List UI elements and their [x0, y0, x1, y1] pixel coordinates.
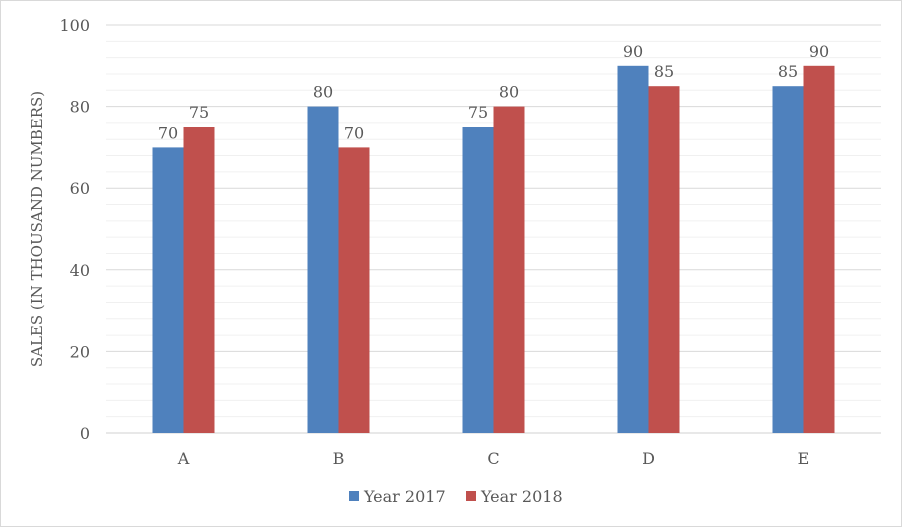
data-label: 75 — [468, 103, 488, 122]
x-tick-label: A — [177, 449, 190, 468]
bar-B-year-2017 — [307, 106, 339, 433]
data-label: 85 — [778, 62, 798, 81]
x-tick-label: C — [487, 449, 499, 468]
y-tick-label: 40 — [70, 261, 90, 280]
bar-E-year-2018 — [803, 65, 835, 434]
data-label: 90 — [809, 42, 829, 61]
y-tick-label: 0 — [80, 424, 90, 443]
y-tick-label: 20 — [70, 342, 90, 361]
legend-label: Year 2017 — [363, 487, 446, 506]
y-tick-label: 80 — [70, 98, 90, 117]
bar-C-year-2017 — [462, 127, 494, 433]
x-tick-label: D — [642, 449, 655, 468]
data-label: 80 — [499, 83, 519, 102]
x-tick-label: B — [333, 449, 345, 468]
data-label: 80 — [313, 83, 333, 102]
bar-B-year-2018 — [338, 147, 370, 433]
y-tick-label: 100 — [59, 16, 90, 35]
legend-swatch — [349, 491, 359, 501]
data-label: 70 — [344, 123, 364, 142]
y-axis-label: SALES (IN THOUSAND NUMBERS) — [28, 91, 46, 367]
legend-swatch — [466, 491, 476, 501]
bar-E-year-2017 — [772, 86, 804, 433]
bar-A-year-2017 — [152, 147, 184, 433]
bar-C-year-2018 — [493, 106, 525, 433]
data-label: 90 — [623, 42, 643, 61]
data-label: 85 — [654, 62, 674, 81]
data-label: 70 — [158, 123, 178, 142]
y-tick-label: 60 — [70, 179, 90, 198]
bar-D-year-2017 — [617, 65, 649, 434]
x-tick-label: E — [798, 449, 810, 468]
bar-D-year-2018 — [648, 86, 680, 433]
legend-label: Year 2018 — [480, 487, 563, 506]
bar-A-year-2018 — [183, 127, 215, 433]
data-label: 75 — [189, 103, 209, 122]
